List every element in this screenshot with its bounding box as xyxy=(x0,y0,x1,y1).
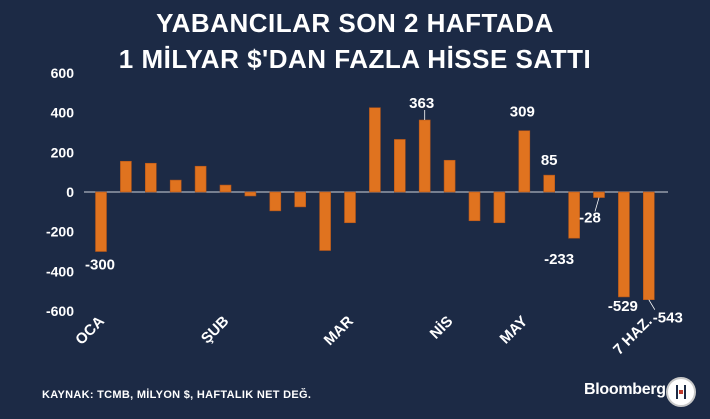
source-footnote: KAYNAK: TCMB, MİLYON $, HAFTALIK NET DEĞ… xyxy=(42,389,312,401)
x-month-label: 7 HAZ. xyxy=(610,313,656,359)
bar xyxy=(543,174,556,193)
bar xyxy=(169,179,182,193)
data-label: -300 xyxy=(85,257,115,274)
data-label: -28 xyxy=(579,210,601,227)
bar xyxy=(593,191,605,198)
bar xyxy=(344,191,356,224)
leader-line xyxy=(594,197,600,212)
ht-logo-icon xyxy=(666,377,696,407)
x-month-label: MAY xyxy=(497,313,532,348)
bar xyxy=(642,191,655,300)
bar xyxy=(194,165,207,193)
bar xyxy=(518,130,531,193)
label-leader-lines xyxy=(424,110,656,310)
data-label: -233 xyxy=(544,251,574,268)
bar xyxy=(145,162,157,193)
y-tick-label: -200 xyxy=(46,224,74,240)
bar xyxy=(219,184,232,193)
bar xyxy=(369,107,381,193)
y-axis-ticks: 600 400 200 0 -200 -400 -600 xyxy=(46,65,74,319)
y-tick-label: -600 xyxy=(46,303,74,319)
chart-title-line1: YABANCILAR SON 2 HAFTADA xyxy=(156,8,554,38)
y-tick-label: 400 xyxy=(51,105,75,121)
bar xyxy=(493,191,506,224)
bar xyxy=(418,119,431,193)
bar xyxy=(468,191,481,222)
data-label: 309 xyxy=(510,104,535,121)
data-label: -543 xyxy=(653,310,683,327)
bar xyxy=(244,191,257,197)
data-label: 363 xyxy=(409,95,434,112)
data-label: -529 xyxy=(608,298,638,315)
data-labels: -300 363 309 85 -233 -28 -529 -543 xyxy=(85,95,683,327)
bar xyxy=(120,160,132,193)
bar xyxy=(618,191,630,298)
bar xyxy=(443,159,456,193)
bar xyxy=(393,139,406,193)
x-month-label: MAR xyxy=(321,313,357,349)
chart-title-line2: 1 MİLYAR $'DAN FAZLA HİSSE SATTI xyxy=(118,44,592,74)
bars xyxy=(95,107,655,300)
y-tick-label: 600 xyxy=(51,65,75,81)
y-tick-label: 200 xyxy=(51,144,75,160)
x-axis-month-labels: OCA ŞUB MAR NİS MAY 7 HAZ. xyxy=(72,313,655,359)
y-tick-label: -400 xyxy=(46,263,74,279)
leader-line xyxy=(648,299,656,310)
data-label: 85 xyxy=(541,152,558,169)
bar xyxy=(269,191,282,212)
bar xyxy=(294,191,307,208)
bar xyxy=(319,191,331,251)
bloomberg-logo-text: Bloomberg xyxy=(584,381,666,398)
y-tick-label: 0 xyxy=(66,184,74,200)
x-month-label: ŞUB xyxy=(198,313,233,348)
bar xyxy=(568,191,580,239)
x-month-label: OCA xyxy=(72,313,108,349)
bar xyxy=(95,191,107,252)
x-month-label: NİS xyxy=(427,313,457,343)
